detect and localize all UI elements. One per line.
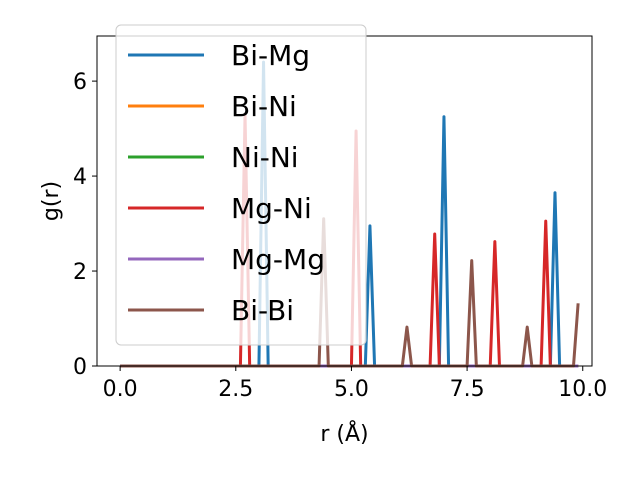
x-tick-label: 10.0 (558, 377, 607, 402)
legend-label: Mg-Ni (231, 192, 312, 225)
legend-label: Ni-Ni (231, 141, 299, 174)
x-tick-label: 5.0 (334, 377, 369, 402)
y-tick-label: 4 (73, 165, 87, 190)
x-tick-label: 0.0 (103, 377, 138, 402)
legend-entries: Bi-Mg Bi-Ni Ni-Ni Mg-Ni Mg-Mg Bi-Bi (128, 39, 325, 327)
legend-label: Bi-Bi (231, 294, 294, 327)
y-axis: 0 2 4 6 (73, 70, 97, 380)
x-axis-label: r (Å) (320, 420, 368, 447)
x-axis: 0.0 2.5 5.0 7.5 10.0 (103, 366, 607, 402)
legend-label: Mg-Mg (231, 243, 325, 276)
legend-label: Bi-Mg (231, 39, 310, 72)
x-tick-label: 2.5 (218, 377, 253, 402)
y-tick-label: 2 (73, 260, 87, 285)
x-tick-label: 7.5 (450, 377, 485, 402)
legend: Bi-Mg Bi-Ni Ni-Ni Mg-Ni Mg-Mg Bi-Bi (115, 24, 367, 346)
legend-label: Bi-Ni (231, 90, 297, 123)
y-tick-label: 0 (73, 355, 87, 380)
y-axis-label: g(r) (39, 181, 64, 221)
y-tick-label: 6 (73, 70, 87, 95)
